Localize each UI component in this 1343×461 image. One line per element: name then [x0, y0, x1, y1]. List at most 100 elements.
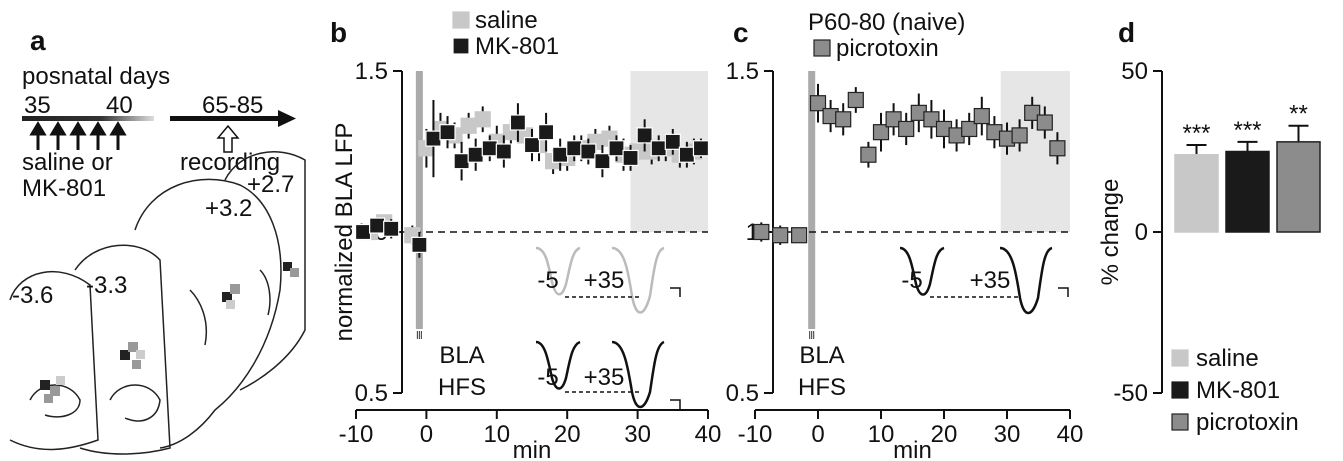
y-tick-label: -50: [1113, 380, 1148, 407]
data-point: [753, 223, 770, 241]
legend-label: picrotoxin: [1196, 409, 1299, 436]
insets: [535, 246, 1069, 409]
day-label: 65-85: [202, 92, 263, 119]
data-point: [1049, 140, 1066, 157]
y-tick-label: 50: [1121, 58, 1148, 85]
legend-swatch: [1171, 349, 1189, 367]
data-point: [460, 117, 477, 134]
significance: ***: [1233, 117, 1261, 144]
data-point: [580, 143, 597, 160]
data-point: [509, 114, 527, 131]
y-tick-label: 1.5: [726, 58, 759, 85]
x-tick-label: -10: [339, 421, 374, 448]
timeline-bar: [22, 116, 154, 121]
y-tick-label: 0.5: [355, 380, 388, 407]
y-tick-label: 0.5: [726, 380, 759, 407]
section-label: -3.6: [12, 282, 53, 309]
data-point: [411, 236, 428, 253]
data-point: [790, 227, 808, 244]
data-point: [636, 127, 653, 144]
significance: **: [1289, 101, 1308, 128]
data-point: [650, 140, 667, 157]
bar: [1225, 150, 1270, 233]
x-axis-label: min: [513, 437, 552, 461]
legend-swatch: [452, 11, 470, 29]
legend-label: picrotoxin: [836, 35, 939, 62]
data-point: [537, 124, 555, 141]
data-point: [847, 91, 864, 109]
legend-label: saline: [475, 7, 538, 34]
day-label: 40: [106, 92, 133, 119]
legend-swatch: [813, 39, 831, 57]
x-tick-label: 0: [420, 421, 433, 448]
inset-label: -5: [537, 364, 558, 391]
legend-label: MK-801: [475, 33, 559, 60]
data-point: [495, 143, 512, 160]
x-tick-label: 20: [554, 421, 581, 448]
inset-label: -5: [537, 267, 558, 294]
panel-letter: d: [1118, 17, 1135, 48]
y-tick-label: 0: [1135, 219, 1148, 246]
data-point: [973, 107, 990, 125]
recording-arrow: [216, 124, 240, 153]
legend-label: saline: [1196, 345, 1259, 372]
data-point: [594, 153, 611, 170]
section-label: -3.3: [86, 272, 127, 299]
data-point: [369, 217, 386, 234]
data-point: [425, 130, 442, 147]
data-point: [1024, 104, 1041, 121]
bar: [1276, 141, 1321, 233]
x-tick-label: 0: [811, 421, 824, 448]
x-tick-label: -10: [738, 421, 773, 448]
x-tick-label: 40: [1057, 421, 1084, 448]
panel-letter: c: [733, 17, 749, 48]
annotation: BLA: [439, 342, 484, 369]
data-point: [566, 140, 583, 157]
legend-swatch: [1171, 381, 1189, 399]
data-point: [439, 124, 456, 141]
inset-label: +35: [584, 364, 625, 391]
inset-label: +35: [970, 267, 1011, 294]
legend-label: MK-801: [1196, 377, 1280, 404]
data-point: [772, 227, 789, 244]
day-label: 35: [24, 92, 51, 119]
annotation: BLA: [799, 342, 844, 369]
legend-swatch: [452, 37, 470, 55]
y-axis-label: % change: [1097, 179, 1124, 286]
x-axis-label: min: [893, 437, 932, 461]
data-point: [523, 136, 541, 154]
data-point: [481, 140, 498, 157]
data-point: [664, 133, 681, 150]
annotation: HFS: [798, 374, 846, 401]
x-tick-label: 20: [931, 421, 958, 448]
data-point: [923, 111, 940, 128]
stimulation-bar: [415, 71, 423, 329]
data-point: [835, 111, 852, 128]
section-label: +3.2: [205, 195, 252, 222]
data-point: [474, 111, 491, 128]
legend-title: P60-80 (naive): [808, 9, 965, 36]
section-label: +2.7: [247, 171, 294, 198]
stimulation-bar: [808, 71, 816, 329]
treatment-label: saline or: [22, 149, 113, 176]
annotation: HFS: [438, 374, 486, 401]
bar: [1174, 153, 1219, 233]
legend-swatch: [1171, 413, 1189, 431]
data-point: [1011, 127, 1028, 144]
y-tick-label: 1.5: [355, 58, 388, 85]
data-point: [608, 140, 625, 157]
timeline-title: posnatal days: [22, 63, 170, 90]
data-point: [860, 146, 877, 163]
inset-label: -5: [901, 267, 922, 294]
data-point: [354, 223, 372, 241]
data-point: [467, 146, 484, 163]
significance: ***: [1182, 120, 1210, 147]
x-tick-label: 30: [994, 421, 1021, 448]
x-tick-label: 10: [483, 421, 510, 448]
y-axis-label: normalized BLA LFP: [331, 123, 358, 342]
data-point: [678, 146, 695, 163]
injection-arrows: [29, 121, 127, 150]
treatment-label: MK-801: [22, 175, 106, 202]
data-point: [622, 149, 639, 167]
